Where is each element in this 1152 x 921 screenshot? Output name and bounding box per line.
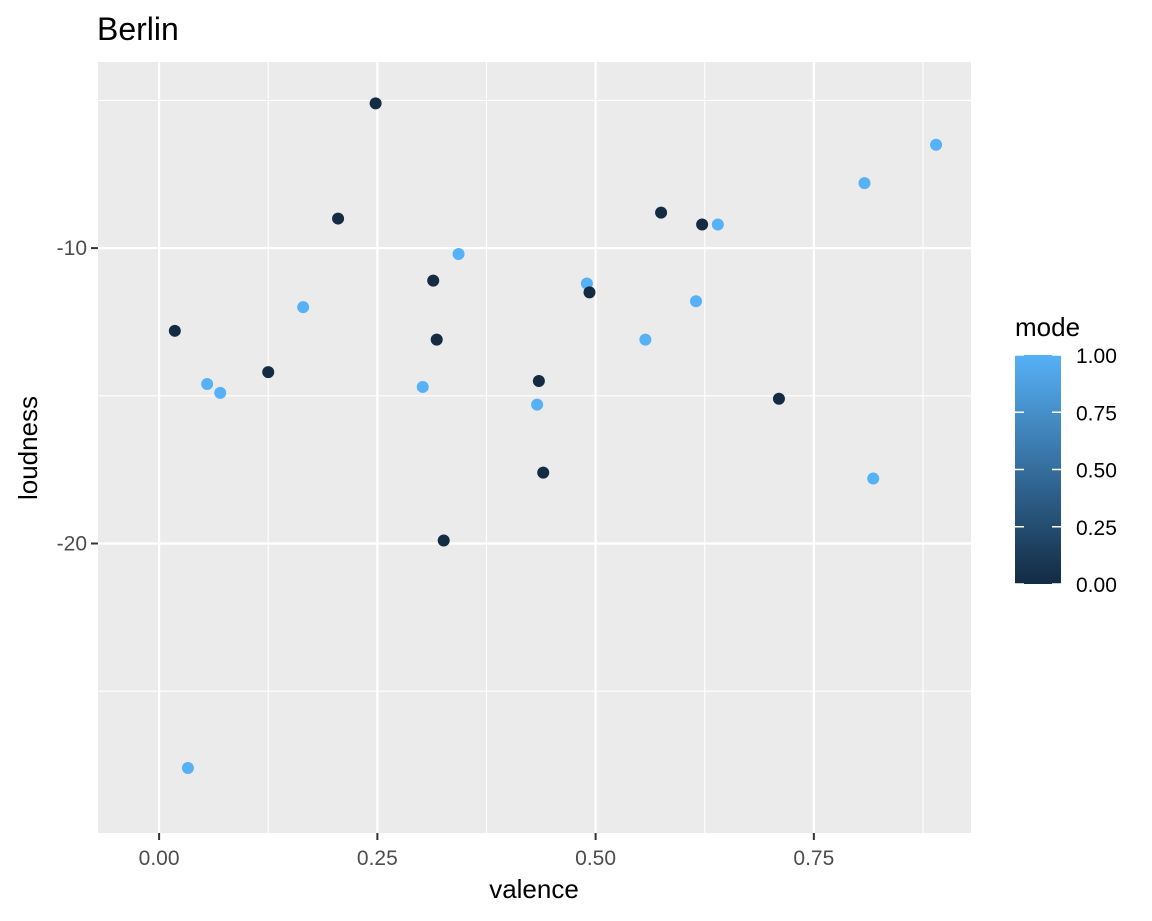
y-tick-label: -10 bbox=[57, 237, 87, 260]
data-point bbox=[437, 534, 450, 547]
data-point bbox=[583, 286, 596, 299]
data-point bbox=[201, 377, 214, 390]
data-point bbox=[690, 295, 703, 308]
y-axis: -10 -20 bbox=[57, 237, 98, 556]
data-point bbox=[711, 218, 724, 231]
colorbar-tick-label: 0.50 bbox=[1076, 460, 1117, 483]
data-point bbox=[772, 392, 785, 405]
x-axis: 0.00 0.25 0.50 0.75 bbox=[139, 833, 834, 870]
colorbar-tick-label: 1.00 bbox=[1076, 345, 1117, 368]
x-tick-label: 0.00 bbox=[139, 847, 180, 870]
legend-title: mode bbox=[1015, 312, 1080, 342]
data-point bbox=[332, 212, 345, 225]
colorbar-tick-label: 0.75 bbox=[1076, 402, 1117, 425]
plot-panel bbox=[98, 62, 971, 833]
colorbar-ticks: 0.00 0.25 0.50 0.75 1.00 bbox=[1015, 345, 1117, 597]
data-point bbox=[214, 386, 227, 399]
data-point bbox=[369, 97, 382, 110]
x-axis-title: valence bbox=[489, 874, 579, 904]
data-point bbox=[696, 218, 709, 231]
data-point bbox=[532, 375, 545, 388]
data-point bbox=[168, 324, 181, 337]
data-point bbox=[452, 248, 465, 261]
data-point bbox=[262, 366, 275, 379]
x-tick-label: 0.50 bbox=[575, 847, 616, 870]
data-point bbox=[181, 762, 194, 775]
chart-title: Berlin bbox=[97, 11, 179, 47]
data-point bbox=[416, 380, 429, 393]
data-point bbox=[537, 466, 550, 479]
major-gridlines bbox=[98, 62, 971, 833]
data-points bbox=[168, 97, 943, 775]
colorbar-tick-label: 0.25 bbox=[1076, 517, 1117, 540]
colorbar-tick-label: 0.00 bbox=[1076, 574, 1117, 597]
y-tick-label: -20 bbox=[57, 533, 87, 556]
minor-gridlines bbox=[98, 62, 971, 833]
data-point bbox=[427, 274, 440, 287]
x-tick-label: 0.75 bbox=[793, 847, 834, 870]
data-point bbox=[930, 138, 943, 151]
data-point bbox=[297, 301, 310, 314]
y-axis-title: loudness bbox=[13, 396, 43, 500]
data-point bbox=[655, 206, 668, 219]
data-point bbox=[858, 177, 871, 190]
color-legend: mode 0.00 0.25 0.50 0.75 1.00 bbox=[1015, 312, 1117, 597]
x-tick-label: 0.25 bbox=[357, 847, 398, 870]
data-point bbox=[531, 398, 544, 411]
data-point bbox=[867, 472, 880, 485]
data-point bbox=[430, 333, 443, 346]
data-point bbox=[639, 333, 652, 346]
